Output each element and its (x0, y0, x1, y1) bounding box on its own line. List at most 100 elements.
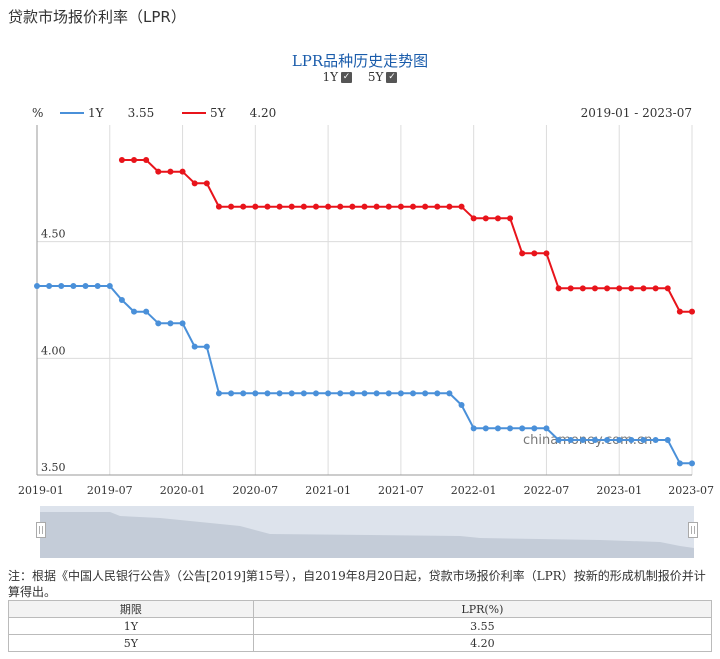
data-point-1y (288, 390, 295, 397)
legend-line-icon (182, 112, 206, 114)
data-point-5y (252, 203, 259, 210)
data-point-5y (118, 157, 125, 163)
data-point-1y (276, 390, 283, 397)
x-tick-label: 2022-07 (524, 484, 570, 497)
x-tick-label: 2020-01 (160, 484, 206, 497)
data-point-1y (240, 390, 247, 397)
data-point-1y (179, 320, 186, 327)
data-point-1y (215, 390, 222, 397)
y-tick-label: 4.50 (41, 228, 66, 241)
data-point-5y (470, 215, 477, 222)
data-point-5y (531, 250, 538, 257)
data-point-1y (106, 283, 113, 289)
x-tick-label: 2021-07 (378, 484, 424, 497)
table-row: 5Y 4.20 (8, 634, 713, 652)
x-tick-label: 2023-07 (668, 484, 714, 497)
data-point-5y (689, 308, 695, 315)
data-point-1y (519, 425, 526, 432)
data-point-1y (155, 320, 162, 327)
table-header-row: 期限 LPR(%) (8, 600, 713, 618)
zoom-preview (40, 512, 694, 558)
legend-name: 5Y (210, 106, 226, 120)
data-point-1y (591, 437, 598, 443)
data-point-1y (300, 390, 307, 397)
data-point-5y (397, 203, 404, 210)
toggle-1y[interactable]: 1Y ✓ (323, 70, 353, 84)
data-point-5y (652, 285, 659, 292)
table-row: 1Y 3.55 (8, 617, 713, 635)
data-point-1y (397, 390, 404, 397)
data-point-5y (543, 250, 550, 257)
data-point-5y (555, 285, 562, 292)
data-point-1y (264, 390, 271, 397)
data-point-1y (482, 425, 489, 432)
legend-item-1y[interactable]: 1Y 3.55 (60, 106, 154, 120)
data-point-1y (228, 390, 235, 397)
data-point-1y (131, 308, 138, 315)
data-point-5y (628, 285, 635, 292)
toggle-5y[interactable]: 5Y ✓ (368, 70, 398, 84)
data-point-1y (434, 390, 441, 397)
data-point-5y (422, 203, 429, 210)
data-point-5y (215, 203, 222, 210)
data-point-5y (300, 203, 307, 210)
data-point-1y (555, 437, 562, 443)
data-point-5y (155, 168, 162, 175)
y-tick-label: 3.50 (41, 461, 66, 474)
data-point-1y (616, 437, 623, 443)
data-point-5y (676, 308, 683, 315)
line-chart: 3.50 4.00 4.50 2019-01 2019-07 2020-01 2020-07… (18, 125, 714, 497)
data-point-1y (325, 390, 332, 397)
data-point-1y (531, 425, 538, 432)
data-point-1y (373, 390, 380, 397)
data-point-1y (167, 320, 174, 327)
data-point-5y (410, 203, 417, 210)
data-point-1y (567, 437, 574, 443)
legend-line-icon (60, 112, 84, 114)
x-tick-label: 2023-01 (596, 484, 642, 497)
zoom-slider[interactable]: || || (36, 506, 698, 558)
data-point-1y (640, 437, 647, 443)
checkbox-icon[interactable]: ✓ (341, 71, 353, 83)
legend-item-5y[interactable]: 5Y 4.20 (182, 106, 276, 120)
chart-title: LPR品种历史走势图 (291, 52, 429, 70)
data-point-5y (434, 203, 441, 210)
data-point-1y (58, 283, 65, 289)
data-point-5y (325, 203, 332, 210)
data-point-1y (410, 390, 417, 397)
data-point-5y (349, 203, 356, 210)
zoom-handle-right[interactable]: || (688, 522, 698, 538)
table-cell: 3.55 (252, 617, 713, 635)
table-cell: 5Y (8, 634, 254, 652)
zoom-handle-left[interactable]: || (36, 522, 46, 538)
data-point-5y (446, 203, 453, 210)
y-axis-unit: % (32, 106, 44, 120)
data-point-1y (203, 343, 210, 350)
data-point-1y (337, 390, 344, 397)
footnote: 注：根据《中国人民银行公告》（公告[2019]第15号），自2019年8月20日… (8, 569, 706, 599)
data-point-1y (361, 390, 368, 397)
x-tick-label: 2019-01 (18, 484, 64, 497)
data-point-5y (288, 203, 295, 210)
toggle-1y-label: 1Y (322, 70, 339, 84)
x-tick-label: 2022-01 (451, 484, 497, 497)
data-point-1y (34, 283, 40, 289)
data-point-5y (616, 285, 623, 292)
data-point-1y (446, 390, 453, 397)
data-point-5y (143, 157, 150, 163)
data-point-1y (70, 283, 77, 289)
data-point-1y (579, 437, 586, 443)
data-point-5y (591, 285, 598, 292)
data-point-1y (494, 425, 501, 432)
checkbox-icon[interactable]: ✓ (386, 71, 398, 83)
data-point-5y (664, 285, 671, 292)
data-point-5y (482, 215, 489, 222)
data-point-5y (276, 203, 283, 210)
data-point-5y (203, 180, 210, 187)
data-point-1y (470, 425, 477, 432)
legend-name: 1Y (88, 106, 104, 120)
data-point-1y (664, 437, 671, 443)
data-point-1y (252, 390, 259, 397)
data-point-1y (118, 297, 125, 303)
data-point-1y (385, 390, 392, 397)
